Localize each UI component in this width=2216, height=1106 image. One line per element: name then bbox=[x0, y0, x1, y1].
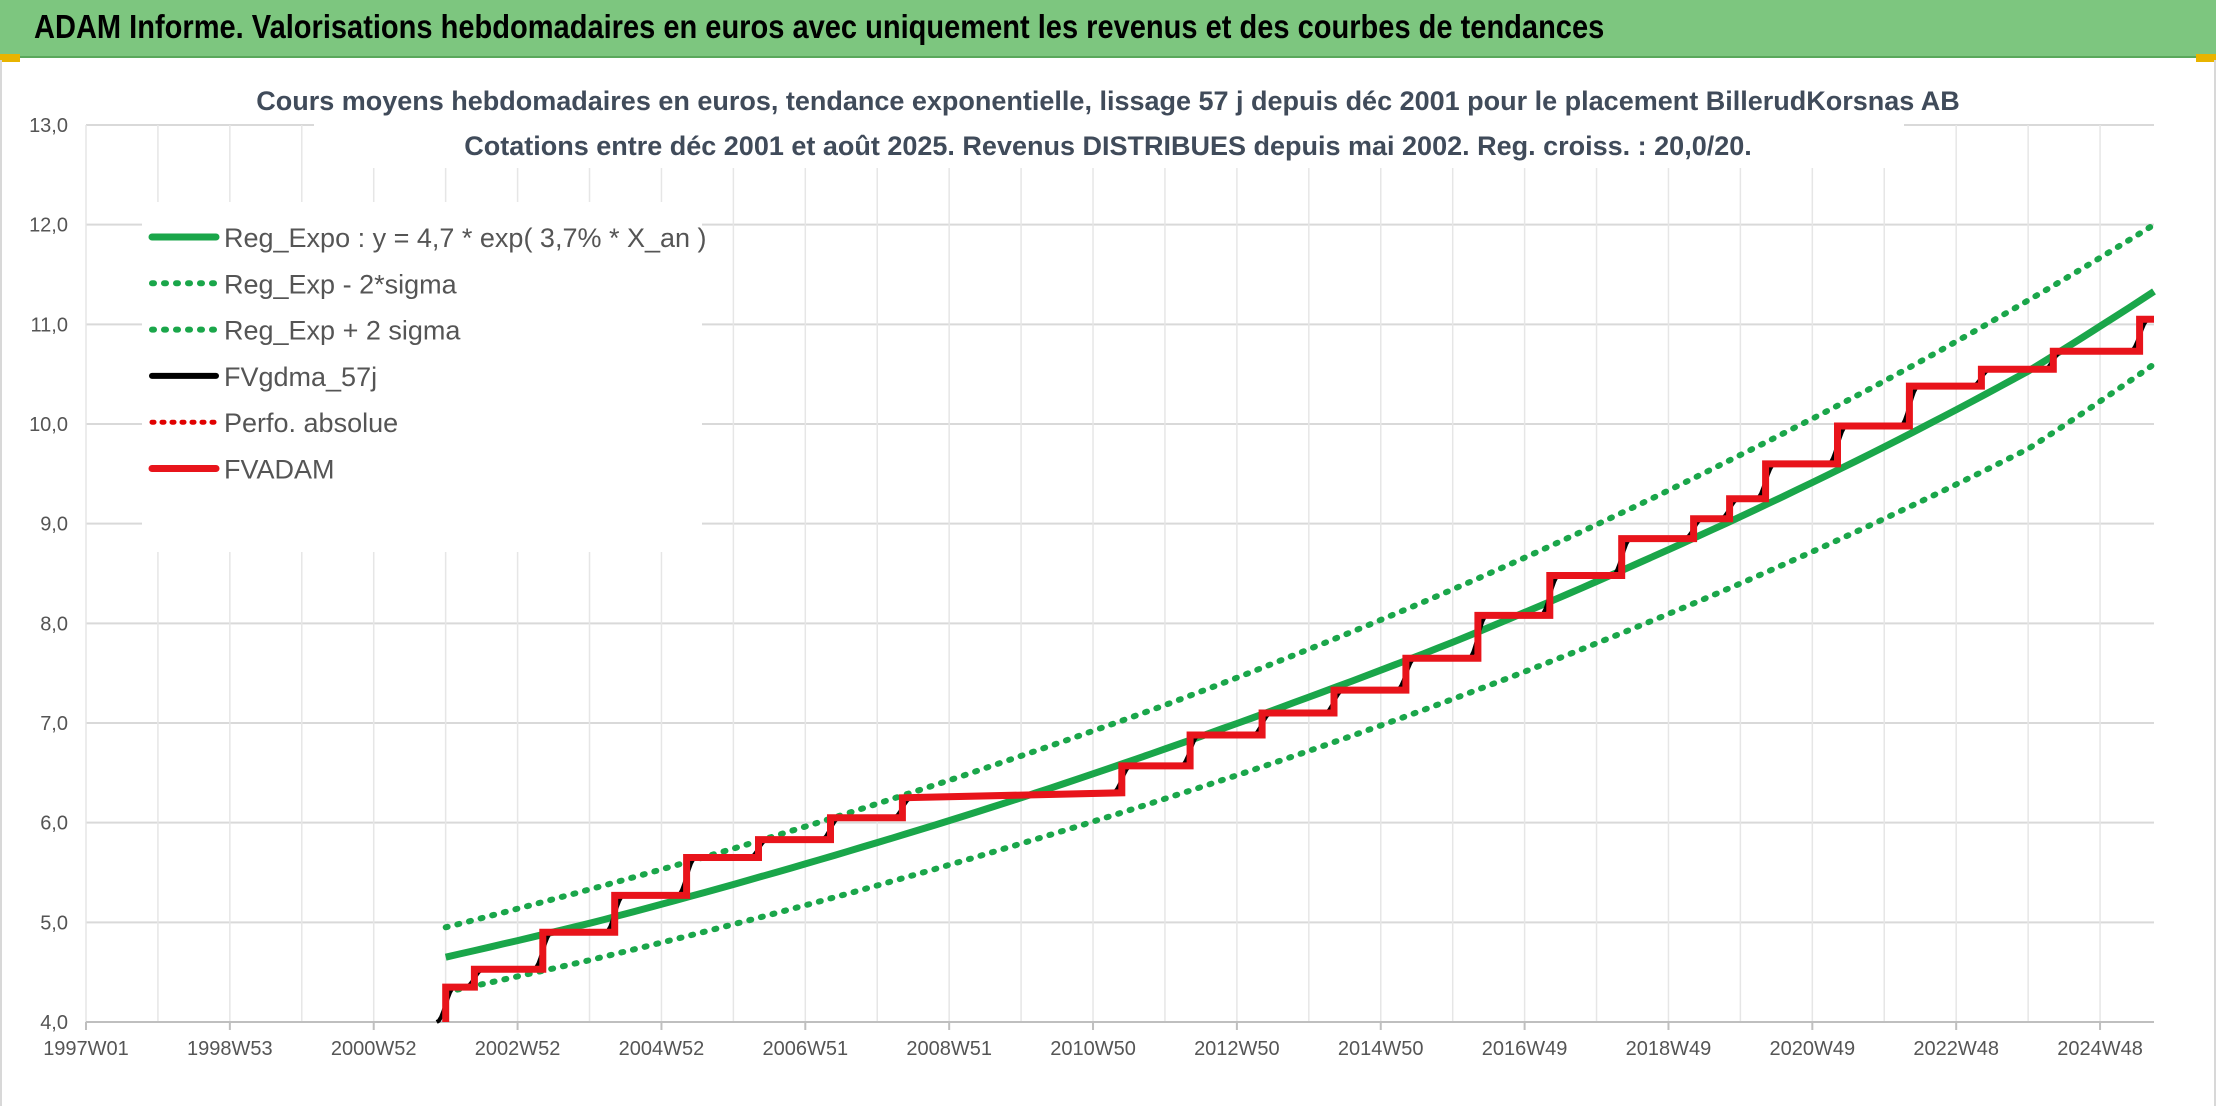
y-axis-ticks: 4,0 5,0 6,0 7,0 8,0 9,0 10,0 11,0 12,0 13,0 bbox=[29, 115, 68, 1034]
y-tick-label: 12,0 bbox=[29, 215, 68, 237]
chart-series bbox=[435, 221, 2157, 1024]
corner-marker-left bbox=[0, 54, 20, 62]
report-title: ADAM Informe. Valorisations hebdomadaire… bbox=[34, 8, 1605, 45]
x-tick-label: 2004W52 bbox=[619, 1038, 705, 1060]
y-tick-label: 6,0 bbox=[40, 813, 68, 835]
title-backdrop bbox=[314, 68, 1904, 168]
corner-marker-right bbox=[2196, 54, 2216, 62]
chart-title-line2: Cotations entre déc 2001 et août 2025. R… bbox=[464, 131, 1752, 161]
x-tick-label: 1997W01 bbox=[43, 1038, 129, 1060]
y-tick-label: 10,0 bbox=[29, 414, 68, 436]
x-tick-label: 2022W48 bbox=[1913, 1038, 1999, 1060]
legend-label: Reg_Exp - 2*sigma bbox=[224, 269, 458, 299]
series-reg-plus-2sigma bbox=[442, 221, 2157, 931]
x-tick-label: 2020W49 bbox=[1770, 1038, 1856, 1060]
y-tick-label: 5,0 bbox=[40, 912, 68, 934]
x-tick-label: 2024W48 bbox=[2057, 1038, 2143, 1060]
x-tick-label: 2014W50 bbox=[1338, 1038, 1424, 1060]
x-tick-label: 1998W53 bbox=[187, 1038, 273, 1060]
x-tick-label: 2012W50 bbox=[1194, 1038, 1280, 1060]
x-tick-label: 2006W51 bbox=[762, 1038, 848, 1060]
chart-legend: Reg_Expo : y = 4,7 * exp( 3,7% * X_an ) R… bbox=[148, 223, 707, 485]
chart-title-line1: Cours moyens hebdomadaires en euros, ten… bbox=[256, 86, 1960, 116]
legend-label: FVADAM bbox=[224, 455, 335, 485]
valuation-chart: 4,0 5,0 6,0 7,0 8,0 9,0 10,0 11,0 12,0 13,0 1997W… bbox=[29, 68, 2157, 1060]
legend-backdrop bbox=[142, 202, 702, 552]
x-tick-label: 2018W49 bbox=[1626, 1038, 1712, 1060]
legend-label: Perfo. absolue bbox=[224, 408, 398, 438]
x-axis-ticks: 1997W01 1998W53 2000W52 2002W52 2004W52 2006W… bbox=[43, 1022, 2143, 1060]
y-tick-label: 7,0 bbox=[40, 713, 68, 735]
series-fvadam bbox=[442, 315, 2154, 1022]
legend-label: Reg_Expo : y = 4,7 * exp( 3,7% * X_an ) bbox=[224, 223, 707, 253]
report-banner: ADAM Informe. Valorisations hebdomadaire… bbox=[0, 0, 2216, 58]
x-tick-label: 2010W50 bbox=[1050, 1038, 1136, 1060]
y-tick-label: 4,0 bbox=[40, 1012, 68, 1034]
x-tick-label: 2002W52 bbox=[475, 1038, 561, 1060]
y-tick-label: 11,0 bbox=[31, 314, 68, 336]
legend-label: Reg_Exp + 2 sigma bbox=[224, 316, 461, 346]
series-reg-expo bbox=[444, 288, 2156, 961]
y-tick-label: 13,0 bbox=[29, 115, 68, 137]
x-tick-label: 2016W49 bbox=[1482, 1038, 1568, 1060]
x-tick-label: 2008W51 bbox=[906, 1038, 992, 1060]
chart-frame: 4,0 5,0 6,0 7,0 8,0 9,0 10,0 11,0 12,0 13,0 1997W… bbox=[0, 60, 2216, 1106]
legend-label: FVgdma_57j bbox=[224, 362, 377, 392]
x-tick-label: 2000W52 bbox=[331, 1038, 417, 1060]
y-tick-label: 9,0 bbox=[40, 514, 68, 536]
y-tick-label: 8,0 bbox=[40, 613, 68, 635]
